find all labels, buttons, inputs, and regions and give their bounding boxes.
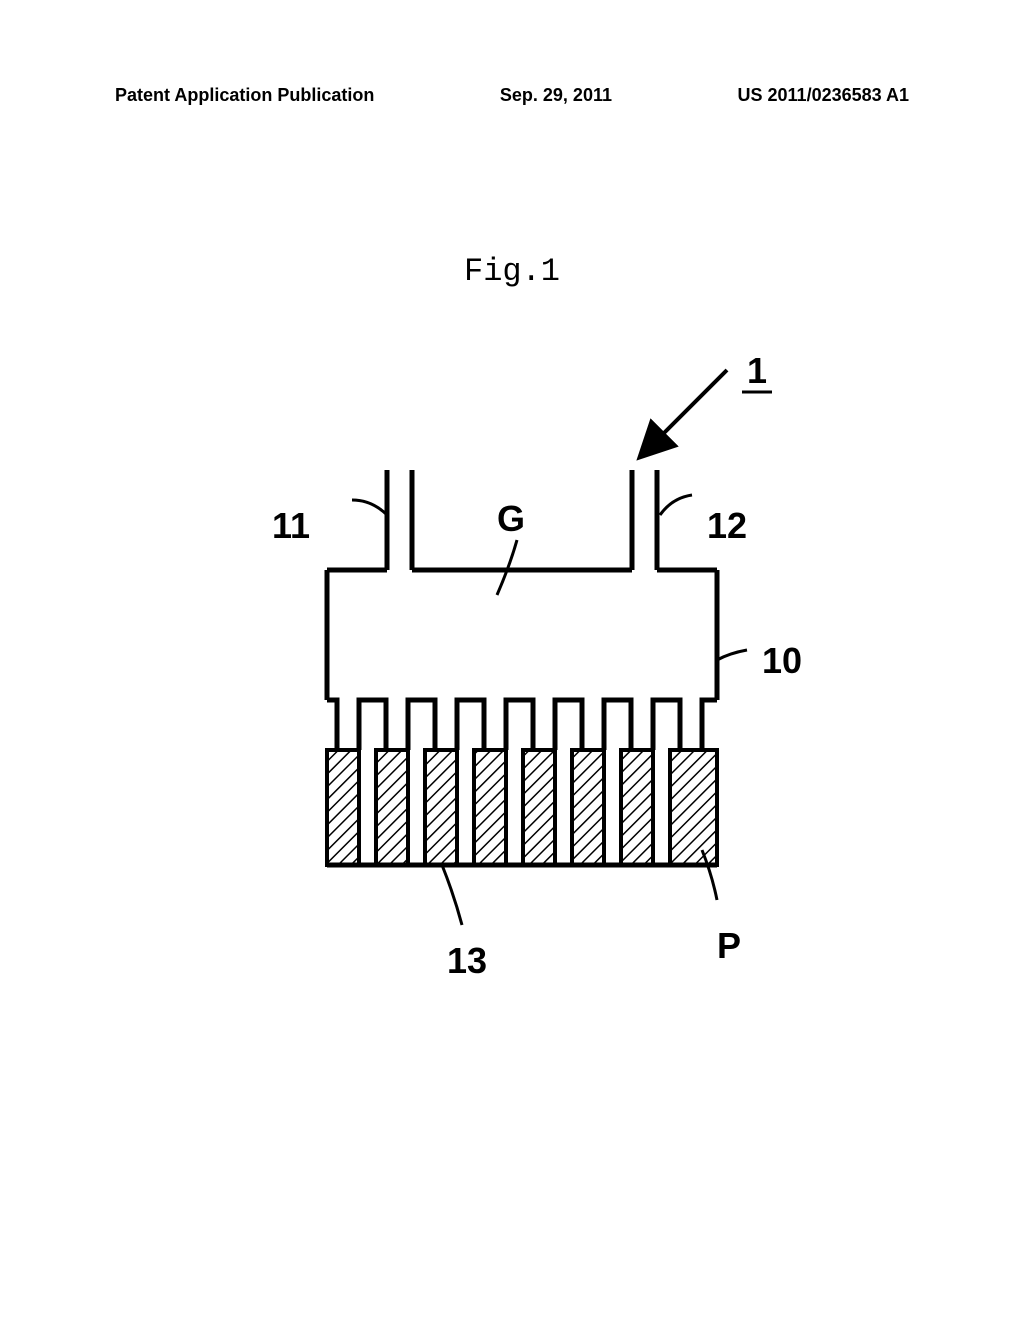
label-channel: 13 xyxy=(447,940,487,982)
leader-left-pipe xyxy=(352,500,387,515)
hatched-bars xyxy=(327,750,717,865)
label-right-pipe: 12 xyxy=(707,505,747,547)
teeth-group xyxy=(327,700,717,750)
patent-header: Patent Application Publication Sep. 29, … xyxy=(0,85,1024,106)
leader-right-pipe xyxy=(660,495,692,515)
header-left: Patent Application Publication xyxy=(115,85,374,106)
label-gas: G xyxy=(497,498,525,540)
label-chamber: 10 xyxy=(762,640,802,682)
diagram: 1 11 12 G 10 13 P xyxy=(162,340,862,1040)
figure-label: Fig.1 xyxy=(464,253,560,290)
leader-assembly xyxy=(642,370,727,455)
leader-chamber xyxy=(717,650,747,660)
header-center: Sep. 29, 2011 xyxy=(500,85,612,106)
header-right: US 2011/0236583 A1 xyxy=(738,85,909,106)
label-assembly: 1 xyxy=(747,350,767,392)
label-left-pipe: 11 xyxy=(272,505,310,547)
diagram-svg xyxy=(162,340,862,1040)
leader-channel xyxy=(442,865,462,925)
chamber-outline xyxy=(327,570,717,700)
label-plate: P xyxy=(717,925,741,967)
